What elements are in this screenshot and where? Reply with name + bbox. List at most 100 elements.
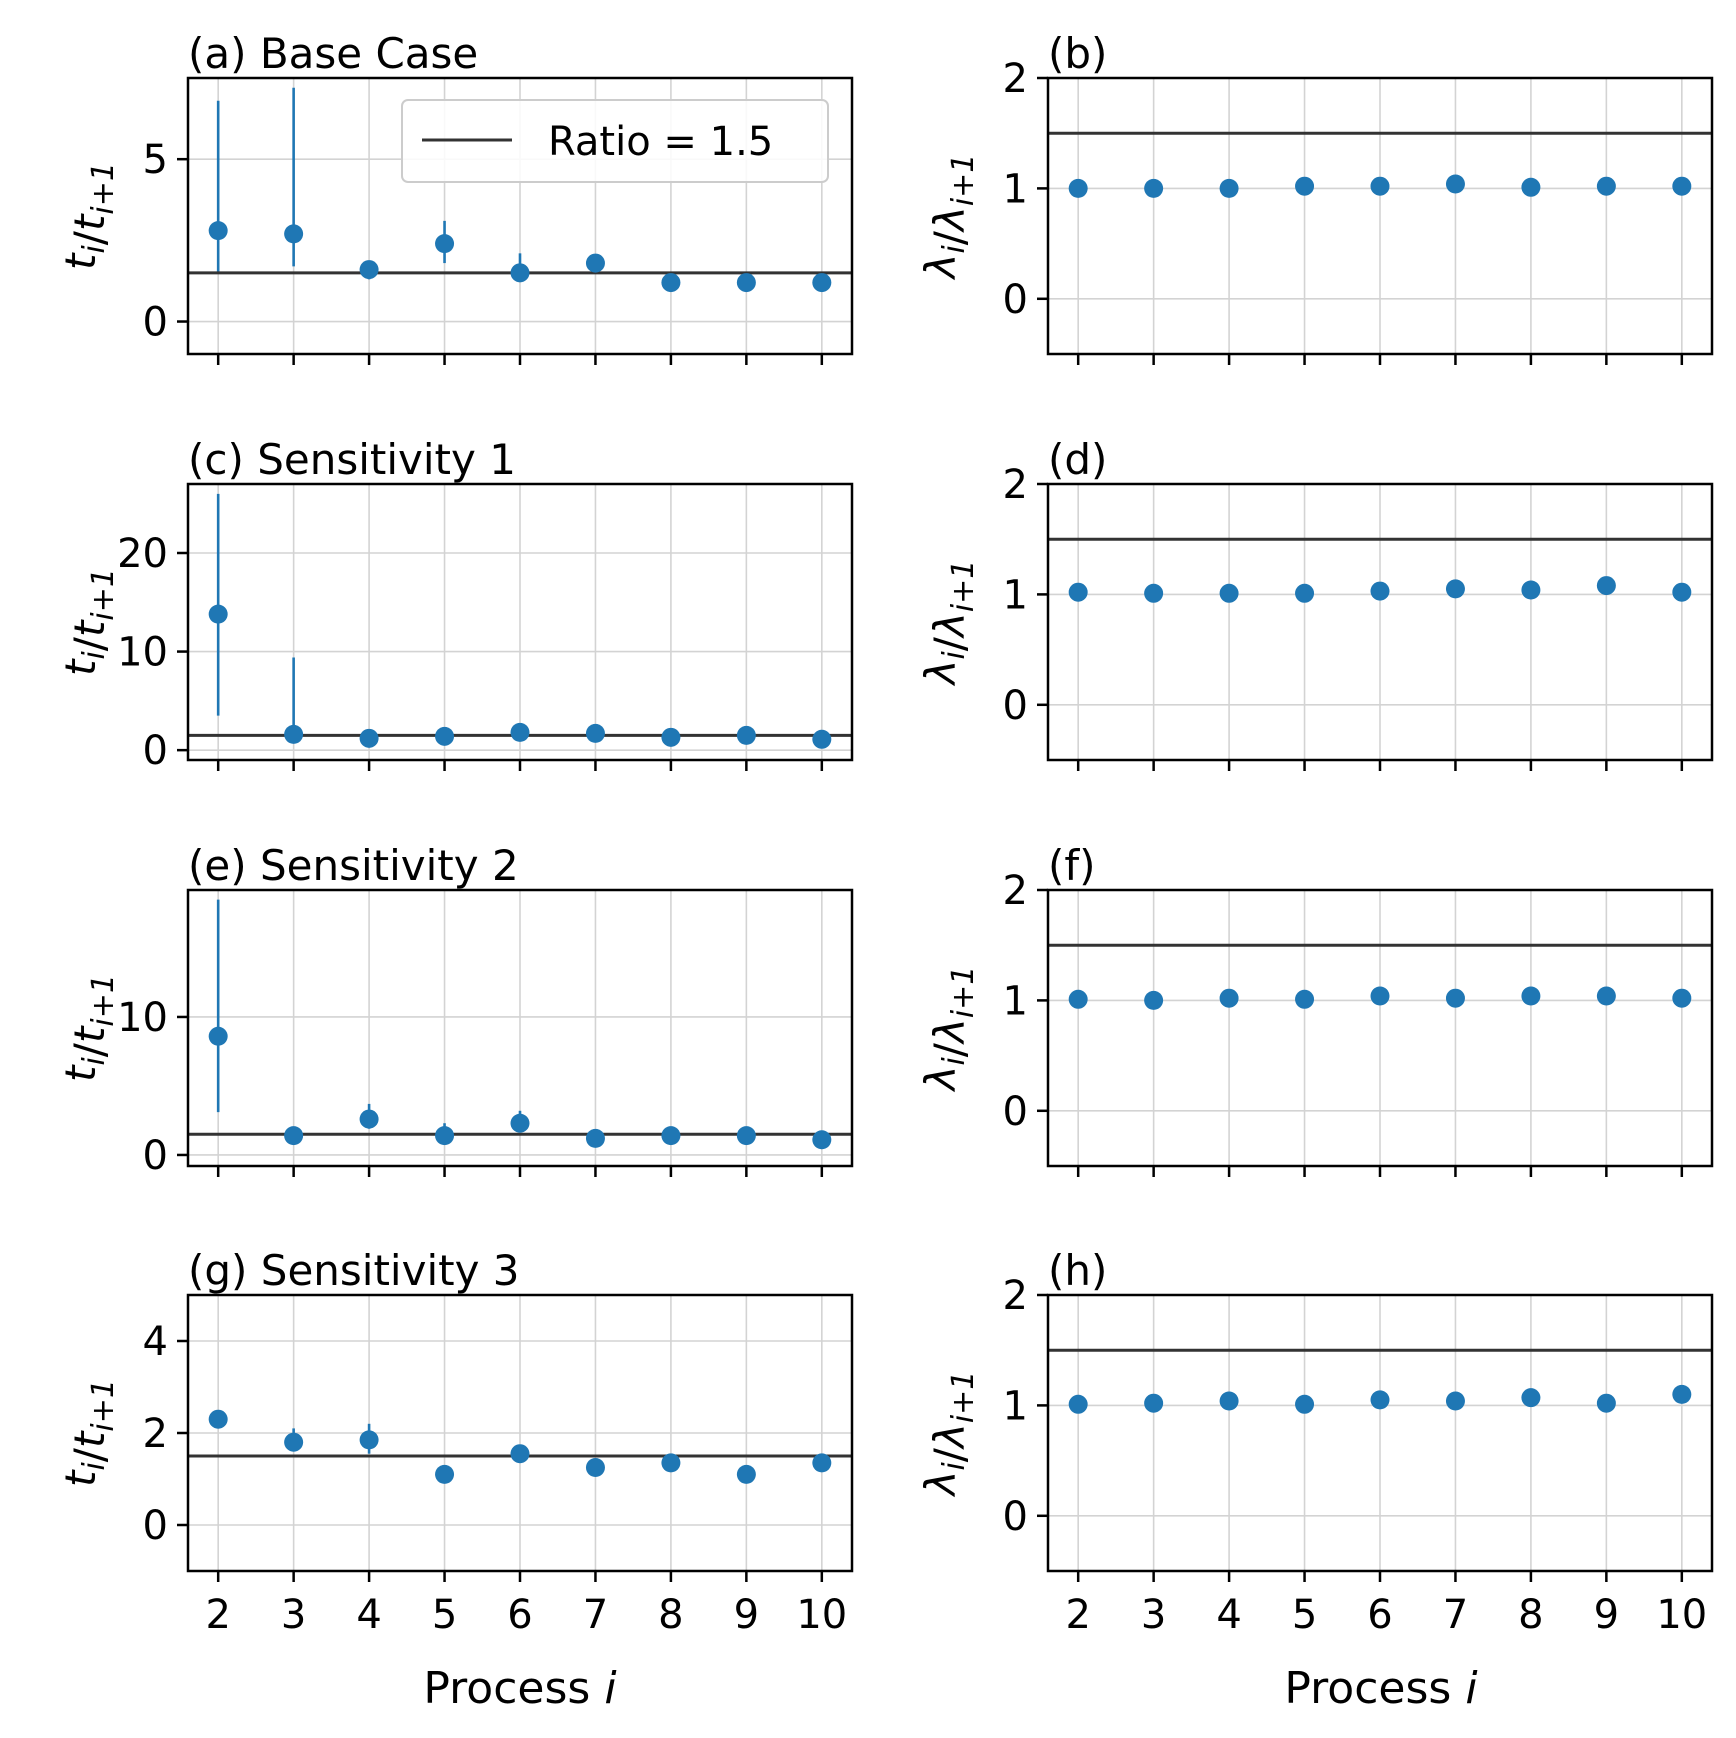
y-axis-label: λi/λi+1	[916, 154, 981, 281]
data-point	[510, 722, 530, 742]
x-tick-label: 7	[1443, 1592, 1468, 1638]
y-tick-label: 0	[143, 1133, 168, 1179]
data-point	[1370, 1390, 1390, 1410]
data-point	[1370, 176, 1390, 196]
y-tick-label: 1	[1003, 166, 1028, 212]
data-point	[284, 1126, 304, 1146]
data-point	[1672, 1384, 1692, 1404]
data-point	[812, 729, 832, 749]
data-point	[435, 234, 455, 254]
data-point	[661, 1453, 681, 1473]
data-point	[1521, 986, 1541, 1006]
data-point	[284, 224, 304, 244]
x-tick-label: 8	[1518, 1592, 1543, 1638]
x-tick-label: 6	[507, 1592, 532, 1638]
panel-f: 0 1 2 (f) λi/λi+1	[916, 841, 1714, 1177]
y-tick-label: 20	[117, 531, 168, 577]
y-tick-label: 2	[143, 1411, 168, 1457]
data-point	[1144, 1393, 1164, 1413]
legend-label: Ratio = 1.5	[548, 119, 773, 165]
data-point	[736, 273, 756, 293]
data-point	[661, 727, 681, 747]
data-point	[1295, 583, 1315, 603]
y-tick-label: 1	[1003, 978, 1028, 1024]
panel-title: (a) Base Case	[188, 29, 478, 78]
data-point	[1596, 176, 1616, 196]
data-point	[435, 1464, 455, 1484]
data-point	[359, 260, 379, 280]
x-tick-label: 7	[583, 1592, 608, 1638]
x-tick-label: 6	[1367, 1592, 1392, 1638]
data-point	[1068, 989, 1088, 1009]
y-axis-label: λi/λi+1	[916, 1371, 981, 1498]
x-axis-label-left: Process i	[423, 1663, 617, 1714]
data-point	[1672, 176, 1692, 196]
data-point	[284, 1432, 304, 1452]
x-tick-label: 9	[734, 1592, 759, 1638]
data-point	[208, 221, 228, 241]
data-point	[585, 1458, 605, 1477]
x-tick-label: 4	[1216, 1592, 1241, 1638]
plot-area-f	[1048, 890, 1712, 1166]
y-tick-label: 0	[1003, 1494, 1028, 1540]
data-point	[1370, 986, 1390, 1006]
x-tick-label: 10	[1656, 1592, 1707, 1638]
panel-title: (c) Sensitivity 1	[188, 435, 516, 484]
y-tick-label: 0	[1003, 1089, 1028, 1135]
x-tick-label: 3	[281, 1592, 306, 1638]
y-tick-label: 2	[1003, 868, 1028, 914]
data-point	[359, 1109, 379, 1129]
plot-area-d	[1048, 484, 1712, 760]
data-point	[359, 728, 379, 748]
panel-title: (h)	[1048, 1246, 1107, 1295]
data-point	[1672, 988, 1692, 1008]
x-tick-label: 8	[658, 1592, 683, 1638]
panel-b: 0 1 2 (b) λi/λi+1	[916, 29, 1714, 365]
data-point	[435, 726, 455, 746]
data-point	[736, 1464, 756, 1484]
data-point	[510, 263, 530, 283]
panel-d: 0 1 2 (d) λi/λi+1	[916, 435, 1714, 771]
data-point	[284, 724, 304, 744]
y-tick-label: 10	[117, 995, 168, 1041]
data-point	[585, 1128, 605, 1148]
plot-area-h	[1048, 1295, 1712, 1571]
data-point	[1521, 1388, 1541, 1408]
y-axis-label: ti/ti+1	[56, 974, 121, 1082]
y-tick-label: 2	[1003, 1273, 1028, 1319]
panel-title: (b)	[1048, 29, 1107, 78]
data-point	[1068, 1394, 1088, 1414]
data-point	[1672, 582, 1692, 602]
y-tick-label: 10	[117, 630, 168, 676]
data-point	[1521, 177, 1541, 197]
data-point	[435, 1126, 455, 1146]
data-point	[736, 1126, 756, 1146]
data-point	[1219, 583, 1239, 603]
y-axis-label: ti/ti+1	[56, 1379, 121, 1487]
y-tick-label: 1	[1003, 572, 1028, 618]
data-point	[510, 1113, 530, 1133]
data-point	[736, 725, 756, 745]
y-tick-label: 2	[1003, 462, 1028, 508]
plot-area-c	[188, 484, 852, 760]
data-point	[585, 253, 605, 273]
data-point	[1445, 988, 1465, 1008]
data-point	[661, 273, 681, 293]
x-tick-label: 2	[1065, 1592, 1090, 1638]
data-point	[1445, 579, 1465, 599]
legend: Ratio = 1.5	[401, 99, 829, 183]
x-axis-label-right: Process i	[1284, 1663, 1478, 1714]
x-tick-label: 3	[1141, 1592, 1166, 1638]
x-tick-label: 5	[432, 1592, 457, 1638]
y-tick-label: 5	[143, 137, 168, 183]
data-point	[359, 1430, 379, 1450]
data-point	[1445, 174, 1465, 194]
y-tick-label: 0	[143, 1503, 168, 1549]
y-axis-label: ti/ti+1	[56, 568, 121, 676]
data-point	[1068, 178, 1088, 198]
data-point	[1219, 988, 1239, 1008]
x-tick-label: 2	[205, 1592, 230, 1638]
data-point	[1445, 1391, 1465, 1411]
y-tick-label: 0	[143, 728, 168, 774]
